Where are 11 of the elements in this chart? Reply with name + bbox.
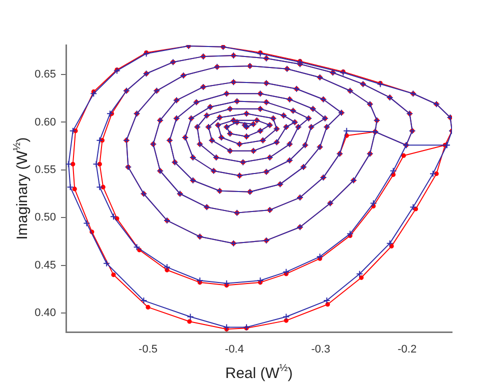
y-tick-label: 0.60 [34,116,56,128]
x-tick-label: -0.4 [224,344,244,356]
y-tick-label: 0.65 [34,68,56,81]
y-axis-title: Imaginary (W½) [12,137,31,240]
y-tick-label: 0.50 [34,212,56,224]
x-tick-label: -0.5 [138,344,158,356]
y-tick-label: 0.45 [34,259,56,272]
y-tick-label: 0.40 [34,306,56,319]
x-tick-label: -0.3 [311,344,330,356]
x-tick-label: -0.2 [398,344,417,356]
y-tick-label: 0.55 [34,164,56,176]
